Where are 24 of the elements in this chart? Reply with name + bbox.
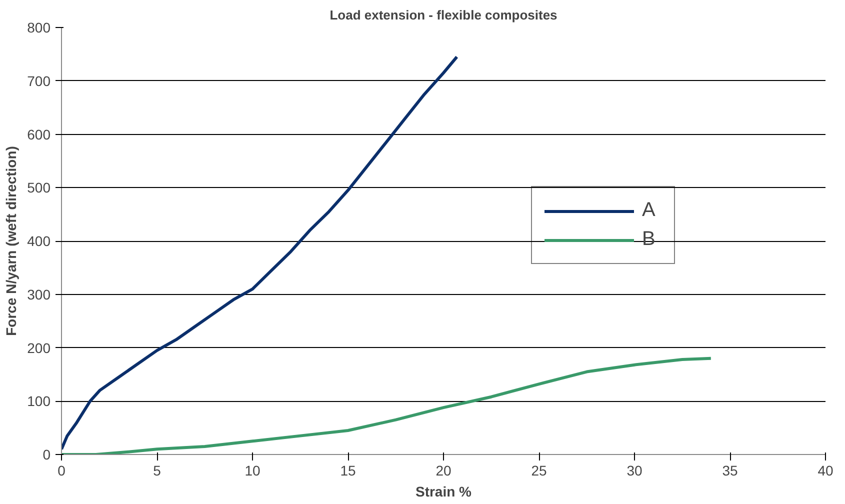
x-tick-label: 15: [340, 462, 356, 478]
x-tick-label: 35: [722, 462, 738, 478]
x-tick-label: 10: [244, 462, 260, 478]
y-tick-label: 200: [27, 340, 51, 356]
y-tick-label: 400: [27, 233, 51, 249]
x-tick-label: 30: [626, 462, 642, 478]
x-tick-label: 25: [531, 462, 547, 478]
y-axis-title: Force N/yarn (weft direction): [3, 146, 20, 336]
y-tick-label: 100: [27, 393, 51, 410]
chart-title: Load extension - flexible composites: [330, 8, 558, 22]
x-tick-label: 0: [58, 462, 66, 478]
y-tick-label: 600: [27, 126, 51, 142]
x-tick-label: 40: [818, 462, 834, 478]
y-tick-label: 800: [27, 20, 51, 36]
x-axis-title: Strain %: [415, 484, 472, 500]
x-tick-label: 20: [436, 462, 452, 478]
x-tick-label: 5: [153, 462, 162, 478]
y-tick-label: 700: [27, 72, 51, 89]
line-series: [62, 356, 712, 454]
y-tick-label: 500: [27, 180, 51, 196]
line-series: [62, 55, 458, 451]
y-tick-label: 0: [42, 446, 51, 462]
y-tick-label: 300: [27, 286, 51, 302]
legend-label: A: [642, 199, 656, 222]
